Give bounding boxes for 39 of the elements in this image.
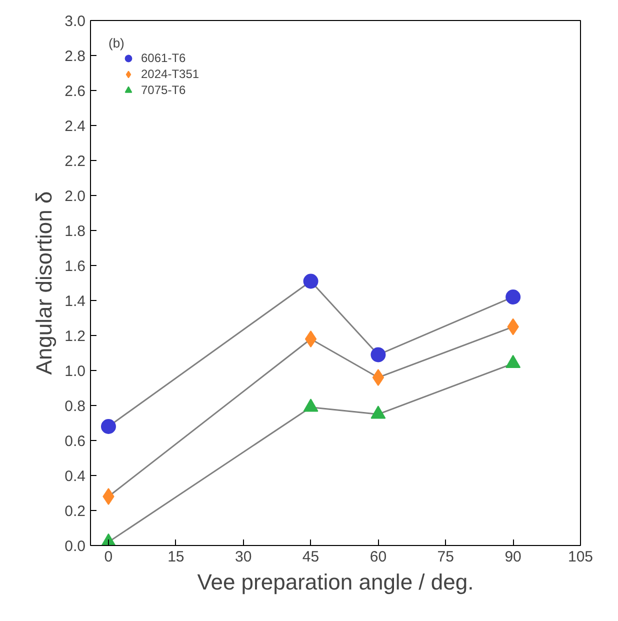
y-tick-label: 1.4 <box>64 293 86 310</box>
y-tick-label: 1.6 <box>64 258 86 275</box>
x-tick-label: 90 <box>504 548 522 566</box>
y-tick-label: 2.4 <box>64 118 86 135</box>
x-tick-label: 45 <box>302 548 320 566</box>
y-tick-label: 1.8 <box>64 223 86 240</box>
annotation: (b) <box>108 36 124 50</box>
y-axis-title: Angular disortion δ <box>32 191 57 375</box>
x-axis-title: Vee preparation angle / deg. <box>197 570 474 594</box>
y-tick-label: 0.0 <box>64 538 86 555</box>
x-tick-label: 15 <box>168 548 184 566</box>
legend-label: 7075-T6 <box>141 83 186 97</box>
point <box>102 488 114 505</box>
x-tick-label: 60 <box>370 548 387 566</box>
point <box>372 369 384 386</box>
x-tick-label: 75 <box>437 548 454 566</box>
legend-label: 6061-T6 <box>141 51 186 65</box>
point <box>506 290 521 304</box>
point <box>370 406 386 419</box>
point <box>304 330 317 348</box>
y-tick-label: 1.0 <box>64 363 86 380</box>
y-tick-label: 2.2 <box>64 153 86 170</box>
legend-label: 2024-T351 <box>141 67 200 81</box>
point <box>303 398 318 412</box>
y-tick-label: 2.6 <box>64 83 86 100</box>
x-tick-label: 30 <box>235 548 252 566</box>
y-tick-label: 1.2 <box>64 328 86 345</box>
y-tick-label: 0.6 <box>64 433 86 450</box>
point <box>370 347 386 362</box>
y-tick-label: 0.2 <box>64 503 86 520</box>
x-tick-label: 105 <box>568 548 594 566</box>
y-tick-label: 0.8 <box>64 398 86 415</box>
y-tick-label: 2.8 <box>64 48 86 65</box>
point <box>303 274 318 289</box>
y-tick-label: 3.0 <box>64 13 86 30</box>
y-tick-label: 0.4 <box>64 468 86 485</box>
y-tick-label: 2.0 <box>64 188 86 205</box>
x-tick-label: 0 <box>104 548 113 566</box>
point <box>100 419 116 434</box>
